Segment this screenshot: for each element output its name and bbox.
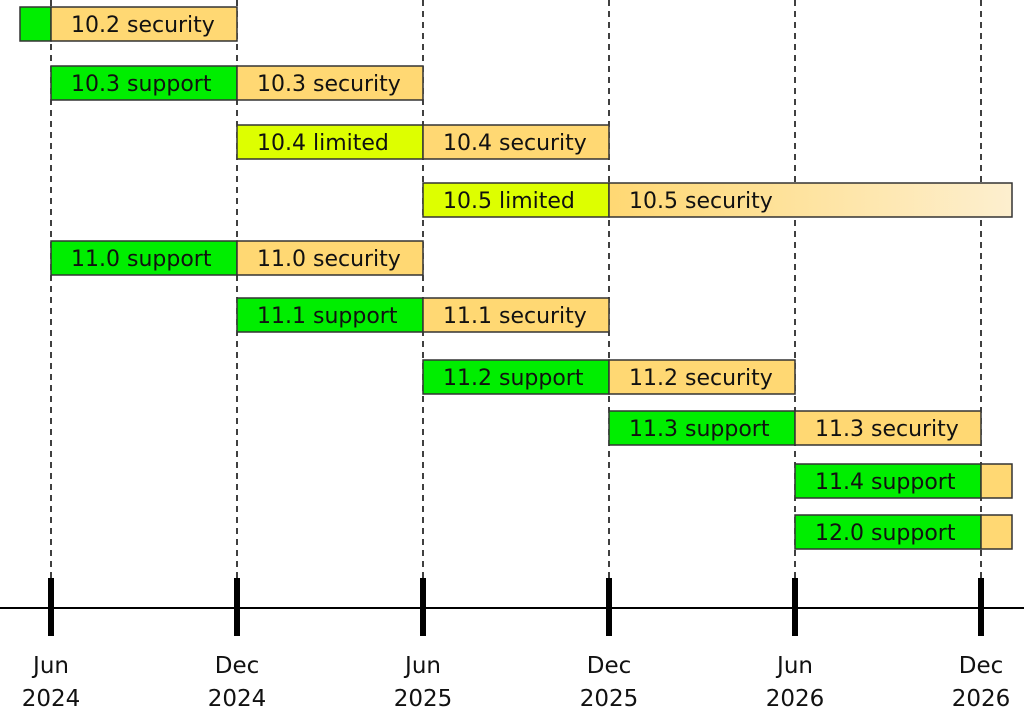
tick-label-month: Jun: [31, 653, 69, 679]
grid-lines: [50, 0, 982, 578]
bar-row8-support: [794, 463, 982, 499]
bar-row4-security: [236, 240, 424, 276]
bar-row3-limited: [422, 182, 610, 218]
bar-label: 11.0 support: [71, 247, 212, 272]
bar-label: 11.3 security: [815, 417, 959, 442]
tick-label-month: Dec: [587, 653, 632, 679]
bar-row2-limited: [236, 124, 424, 160]
bar-label: 10.2 security: [71, 13, 215, 38]
bar-label: 11.0 security: [257, 247, 401, 272]
bar-row7-support: [608, 410, 796, 446]
tick-label-year: 2026: [952, 686, 1011, 712]
time-axis: Jun 2024 Dec 2024 Jun 2025 Dec 2025 Jun 2026 Dec 20…: [0, 578, 1024, 712]
bar-label: 10.5 limited: [443, 189, 575, 214]
bar-row0-security: [50, 6, 238, 42]
tick-label-year: 2025: [580, 686, 639, 712]
tick-mark-2026-06: [792, 578, 798, 636]
bar-label: 11.2 security: [629, 366, 773, 391]
tick-mark-2025-06: [420, 578, 426, 636]
tick-mark-2025-12: [606, 578, 612, 636]
tick-label-month: Jun: [403, 653, 441, 679]
bar-row6-support: [422, 359, 610, 395]
bar-row4-support: [50, 240, 238, 276]
bar-label: 11.2 support: [443, 366, 584, 391]
bar-label: 10.4 limited: [257, 131, 389, 156]
bar-label: 11.3 support: [629, 417, 770, 442]
bar-row5-support: [236, 297, 424, 333]
tick-label-month: Jun: [775, 653, 813, 679]
bar-row9-support: [794, 514, 982, 550]
bar-row0-support: [19, 6, 52, 42]
tick-label-year: 2024: [208, 686, 267, 712]
bar-row5-security: [422, 297, 610, 333]
bar-row2-security: [422, 124, 610, 160]
tick-label-month: Dec: [959, 653, 1004, 679]
bar-label: 10.4 security: [443, 131, 587, 156]
bar-label: 10.3 security: [257, 72, 401, 97]
bar-row3-security: [608, 182, 1013, 218]
tick-label-year: 2025: [394, 686, 453, 712]
bar-label: 12.0 support: [815, 521, 956, 546]
bar-row6-security: [608, 359, 796, 395]
bar-row1-support: [50, 65, 238, 101]
timeline-bars: 10.2 security 10.3 support 10.3 security 10…: [19, 6, 1013, 550]
bar-row9-security: [980, 514, 1013, 550]
tick-label-year: 2024: [22, 686, 81, 712]
bar-label: 11.1 support: [257, 304, 398, 329]
bar-label: 11.4 support: [815, 470, 956, 495]
bar-row7-security: [794, 410, 982, 446]
bar-row8-security: [980, 463, 1013, 499]
bar-label: 10.3 support: [71, 72, 212, 97]
tick-mark-2026-12: [978, 578, 984, 636]
tick-mark-2024-12: [234, 578, 240, 636]
bar-label: 11.1 security: [443, 304, 587, 329]
tick-mark-2024-06: [48, 578, 54, 636]
bar-label: 10.5 security: [629, 189, 773, 214]
tick-label-year: 2026: [766, 686, 825, 712]
bar-row1-security: [236, 65, 424, 101]
tick-label-month: Dec: [215, 653, 260, 679]
